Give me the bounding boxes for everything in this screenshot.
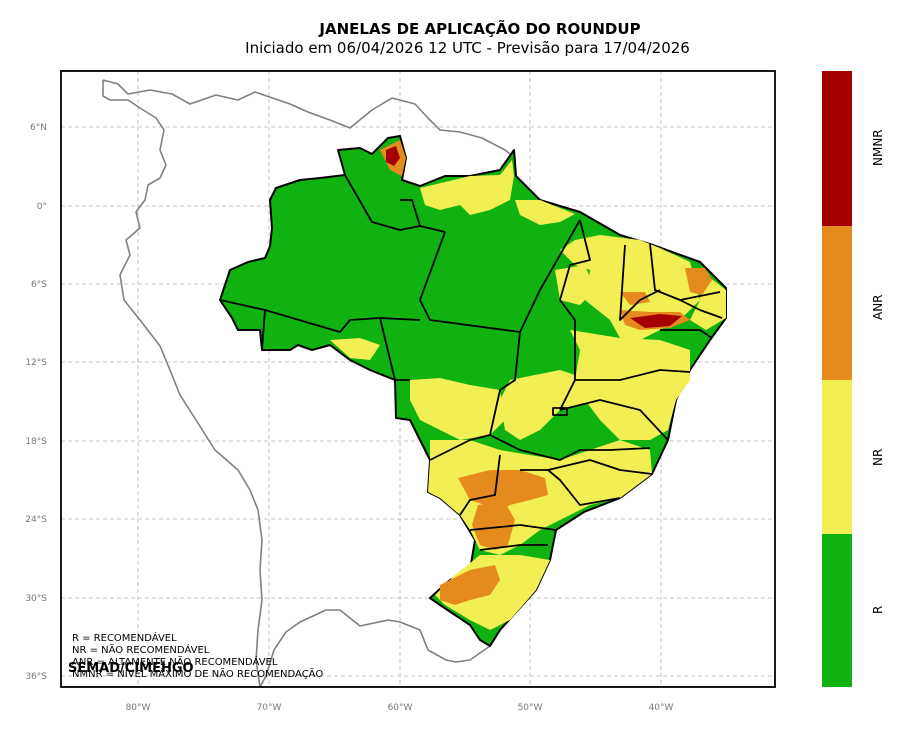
colorbar-nr: [822, 380, 852, 534]
lon-tick-label: 60°W: [388, 703, 413, 713]
anr-areas: [380, 140, 712, 605]
lat-tick-label: 18°S: [25, 437, 47, 447]
colorbar-nmnr: [822, 71, 852, 226]
lat-tick-label: 6°N: [30, 123, 47, 133]
lat-tick-labels: 6°N 0° 6°S 12°S 18°S 24°S 30°S 36°S: [25, 123, 47, 682]
lat-tick-label: 24°S: [25, 515, 47, 525]
lon-tick-label: 40°W: [649, 703, 674, 713]
lat-tick-label: 30°S: [25, 594, 47, 604]
lon-tick-label: 80°W: [126, 703, 151, 713]
legend-line-anr: ANR = ALTAMENTE NÃO RECOMENDÁVEL: [72, 657, 278, 668]
credit-label: SEMAD/CIMEHGO: [68, 661, 194, 676]
colorbar-label-nmnr: NMNR: [871, 129, 885, 166]
map-subtitle: Iniciado em 06/04/2026 12 UTC - Previsão…: [245, 39, 690, 57]
colorbar-label-anr: ANR: [871, 294, 885, 320]
legend-line-nr: NR = NÃO RECOMENDÁVEL: [72, 645, 210, 656]
lat-tick-label: 0°: [37, 202, 47, 212]
lat-tick-label: 36°S: [25, 672, 47, 682]
nmnr-areas: [386, 146, 682, 328]
lat-tick-label: 12°S: [25, 358, 47, 368]
lon-tick-label: 50°W: [518, 703, 543, 713]
legend-line-nmnr: NMNR = NÍVEL MÁXIMO DE NÃO RECOMENDAÇÃO: [72, 669, 324, 680]
lon-tick-labels: 80°W 70°W 60°W 50°W 40°W: [126, 703, 674, 713]
map-title: JANELAS DE APLICAÇÃO DO ROUNDUP: [319, 20, 641, 38]
colorbar: [822, 71, 852, 687]
axes-frame: [60, 70, 776, 688]
colorbar-r: [822, 534, 852, 687]
colorbar-label-r: R: [871, 605, 885, 614]
colorbar-label-nr: NR: [871, 448, 885, 466]
legend-line-r: R = RECOMENDÁVEL: [72, 633, 177, 644]
lat-tick-label: 6°S: [31, 280, 47, 290]
state-borders: [219, 174, 723, 551]
colorbar-anr: [822, 226, 852, 380]
lon-tick-label: 70°W: [257, 703, 282, 713]
